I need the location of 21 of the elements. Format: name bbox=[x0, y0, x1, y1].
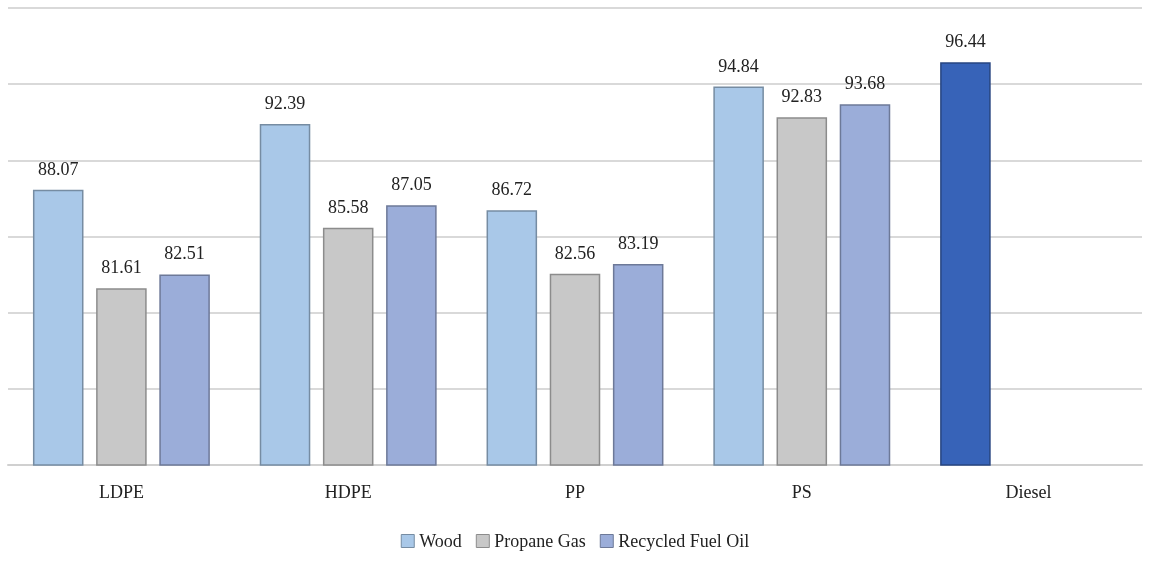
x-tick-label: Diesel bbox=[1005, 482, 1052, 502]
legend-label: Wood bbox=[419, 531, 462, 551]
data-label: 86.72 bbox=[491, 179, 533, 200]
data-label: 83.19 bbox=[617, 233, 659, 254]
data-label: 87.05 bbox=[391, 174, 432, 195]
data-label: 96.44 bbox=[945, 31, 986, 52]
x-tick-label: PS bbox=[791, 482, 812, 502]
legend-label: Propane Gas bbox=[494, 531, 586, 551]
data-label: 88.07 bbox=[37, 158, 79, 179]
data-label: 82.56 bbox=[554, 242, 596, 263]
x-tick-label: PP bbox=[564, 482, 586, 502]
legend-label: Recycled Fuel Oil bbox=[618, 531, 750, 551]
x-tick-label: HDPE bbox=[324, 482, 372, 502]
x-tick-label: LDPE bbox=[98, 482, 144, 502]
data-label: 93.68 bbox=[844, 73, 886, 94]
data-label: 94.84 bbox=[718, 55, 759, 76]
data-label: 82.51 bbox=[164, 243, 205, 264]
data-label: 85.58 bbox=[327, 196, 369, 217]
data-label: 81.61 bbox=[101, 257, 142, 278]
data-label: 92.39 bbox=[264, 92, 306, 113]
data-label: 92.83 bbox=[781, 86, 823, 107]
